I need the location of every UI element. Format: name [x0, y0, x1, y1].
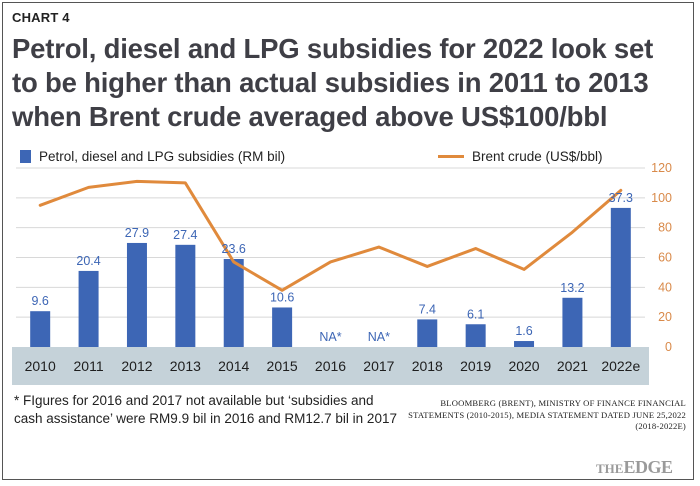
category-tick-label: 2015	[267, 358, 298, 374]
bar-2013	[175, 244, 196, 347]
category-tick-label: 2012	[121, 358, 152, 374]
bar-2011	[78, 270, 99, 347]
bar-value-label: 1.6	[515, 324, 532, 338]
legend-line-swatch	[438, 155, 464, 158]
bar-value-label: 13.2	[560, 281, 584, 295]
bar-value-label: NA*	[368, 330, 390, 344]
right-axis-tick-label: 120	[651, 161, 672, 175]
right-axis-tick-label: 60	[658, 251, 672, 265]
bar-2020	[514, 341, 535, 347]
bar-2018	[417, 319, 438, 347]
category-tick-label: 2011	[74, 358, 104, 374]
bar-2021	[562, 297, 583, 347]
brent-crude-line	[38, 179, 623, 292]
category-tick-label: 2016	[315, 358, 346, 374]
bar-value-label: 27.4	[173, 228, 197, 242]
bar-2015	[272, 307, 293, 347]
bar-2022e	[610, 207, 631, 347]
bar-2014	[223, 258, 244, 347]
chart-frame	[2, 2, 694, 480]
legend-bar-series: Petrol, diesel and LPG subsidies (RM bil…	[20, 149, 285, 164]
bar-value-label: 7.4	[419, 302, 436, 316]
legend-line-label: Brent crude (US$/bbl)	[472, 149, 603, 164]
bar-2019	[465, 324, 486, 347]
bar-value-label: 23.6	[222, 242, 246, 256]
bar-value-label: 9.6	[31, 294, 48, 308]
category-axis-band	[12, 347, 649, 385]
legend-bar-swatch	[20, 150, 31, 163]
bar-2012	[126, 242, 147, 347]
category-tick-label: 2013	[170, 358, 201, 374]
bar-value-label: 27.9	[125, 226, 149, 240]
category-tick-label: 2019	[460, 358, 491, 374]
bar-value-label: 37.3	[609, 191, 633, 205]
chart-title: Petrol, diesel and LPG subsidies for 202…	[12, 33, 654, 132]
bar-value-label: 6.1	[467, 307, 484, 321]
right-axis-tick-label: 80	[658, 221, 672, 235]
right-axis-tick-label: 0	[665, 340, 672, 354]
category-tick-label: 2018	[412, 358, 443, 374]
category-tick-label: 2020	[508, 358, 539, 374]
right-axis-tick-label: 40	[658, 280, 672, 294]
chart-number-label: CHART 4	[12, 10, 70, 25]
bar-value-label: 10.6	[270, 290, 294, 304]
publisher-logo: THEEDGE	[596, 457, 673, 477]
legend-line-series: Brent crude (US$/bbl)	[438, 149, 603, 164]
bar-2010	[30, 311, 51, 347]
bar-value-label: NA*	[319, 330, 341, 344]
category-tick-label: 2010	[25, 358, 56, 374]
bar-value-label: 20.4	[76, 254, 100, 268]
legend-bar-label: Petrol, diesel and LPG subsidies (RM bil…	[39, 149, 286, 164]
category-tick-label: 2017	[363, 358, 394, 374]
category-tick-label: 2014	[218, 358, 249, 374]
category-tick-label: 2021	[557, 358, 588, 374]
right-axis-tick-label: 20	[658, 310, 672, 324]
source-note: BLOOMBERG (BRENT), MINISTRY OF FINANCE F…	[408, 398, 686, 431]
right-axis-tick-label: 100	[651, 191, 672, 205]
footnote: * FIgures for 2016 and 2017 not availabl…	[14, 393, 397, 426]
category-tick-label: 2022e	[601, 358, 640, 374]
